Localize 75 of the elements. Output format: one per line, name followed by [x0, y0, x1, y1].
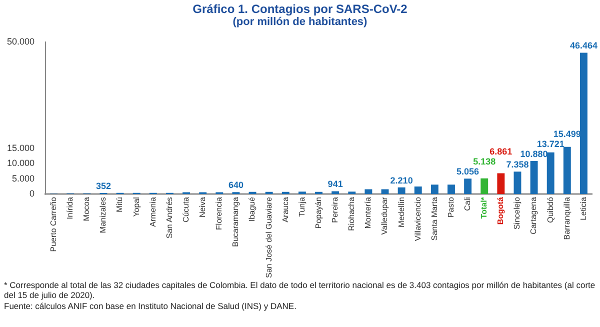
x-tick-label: Yopal: [132, 196, 141, 217]
bar: [414, 186, 422, 194]
bar: [563, 146, 571, 194]
data-label: 640: [228, 180, 244, 190]
chart-title: Gráfico 1. Contagios por SARS-CoV-2: [192, 2, 408, 16]
x-tick-label: Ibagué: [248, 196, 257, 222]
x-tick-label: Leticia: [578, 196, 588, 220]
x-tick-label: Total*: [480, 196, 489, 219]
y-tick-label: 0: [30, 188, 35, 199]
bar: [282, 192, 290, 194]
bar: [497, 173, 505, 194]
x-tick-label: Bucaramanga: [231, 196, 240, 247]
x-tick-label: Bogotá: [496, 196, 506, 225]
bar: [530, 160, 538, 194]
data-label: 6.861: [490, 146, 512, 157]
bar: [464, 178, 472, 194]
x-tick-label: Mocoa: [82, 196, 92, 222]
x-tick-label: Santa Marta: [430, 196, 439, 241]
x-tick-label: San Andrés: [164, 197, 174, 238]
data-label: 2.210: [390, 175, 413, 186]
x-tick-label: Florencia: [214, 196, 224, 230]
x-tick-label: Mitú: [115, 197, 124, 212]
x-tick-label: Villavicencio: [413, 196, 422, 241]
x-tick-label: Puerto Carreño: [49, 196, 58, 252]
bar: [332, 191, 340, 194]
x-tick-label: San José del Guaviare: [264, 196, 274, 278]
data-label: 13.721: [536, 138, 564, 149]
bar: [580, 52, 588, 194]
bar: [265, 192, 273, 194]
x-tick-label: Montería: [364, 196, 373, 229]
text: * Corresponde al total de las 32 ciudades capitales de Colombia. El dato de todo el territorio nacional es de 3.403 contagios por millón de habitantes (al corte del 15 de julio de 2020).: [4, 280, 596, 300]
y-tick-label: 15.000: [6, 142, 35, 153]
data-label: 46.464: [570, 40, 598, 51]
x-tick-label: Inírida: [66, 196, 75, 220]
bar: [315, 192, 322, 194]
x-tick-label: Neiva: [198, 196, 208, 218]
x-tick-label: Sincelejo: [512, 196, 522, 230]
x-tick-label: Cúcuta: [181, 196, 190, 222]
x-tick-label: Arauca: [280, 196, 290, 222]
x-tick-label: Riohacha: [347, 196, 356, 231]
source-note: Fuente: cálculos ANIF con base en Instituto Nacional de Salud (INS) y DANE.: [4, 301, 298, 312]
x-tick-label: Popayán: [314, 197, 323, 229]
x-tick-label: Medellín: [396, 197, 406, 228]
data-label: 15.499: [553, 128, 581, 139]
data-label: 941: [328, 179, 343, 190]
bar: [298, 192, 306, 194]
chart-subtitle: (por millón de habitantes): [232, 16, 368, 28]
bar: [364, 189, 372, 194]
x-tick-label: Manizales: [98, 197, 108, 234]
bar: [514, 172, 522, 194]
x-tick-label: Tunja: [297, 196, 306, 217]
data-label: 5.138: [473, 156, 496, 167]
x-tick-label: Armenia: [148, 196, 158, 227]
x-tick-label: Quibdó: [546, 196, 555, 223]
data-label: 7.358: [506, 160, 529, 170]
x-tick-label: Pereira: [330, 196, 340, 223]
bar: [430, 184, 438, 194]
bar: [398, 187, 406, 194]
bar: [248, 192, 256, 194]
bar: [480, 178, 488, 194]
data-label: 5.056: [456, 166, 480, 177]
x-tick-label: Cali: [463, 196, 472, 211]
bar: [546, 152, 554, 194]
y-tick-label: 5.000: [12, 173, 35, 184]
data-label: 10.880: [520, 148, 548, 159]
data-label: 352: [96, 180, 111, 191]
x-tick-label: Barranquilla: [562, 196, 572, 240]
bar: [348, 192, 356, 194]
x-tick-label: Valledupar: [380, 196, 390, 235]
y-tick-label: 50.000: [6, 36, 35, 46]
bar: [448, 184, 455, 194]
x-tick-label: Pasto: [446, 196, 456, 218]
x-tick-label: Cartagena: [529, 196, 538, 234]
bar: [381, 189, 389, 194]
y-tick-label: 10.000: [6, 158, 35, 168]
